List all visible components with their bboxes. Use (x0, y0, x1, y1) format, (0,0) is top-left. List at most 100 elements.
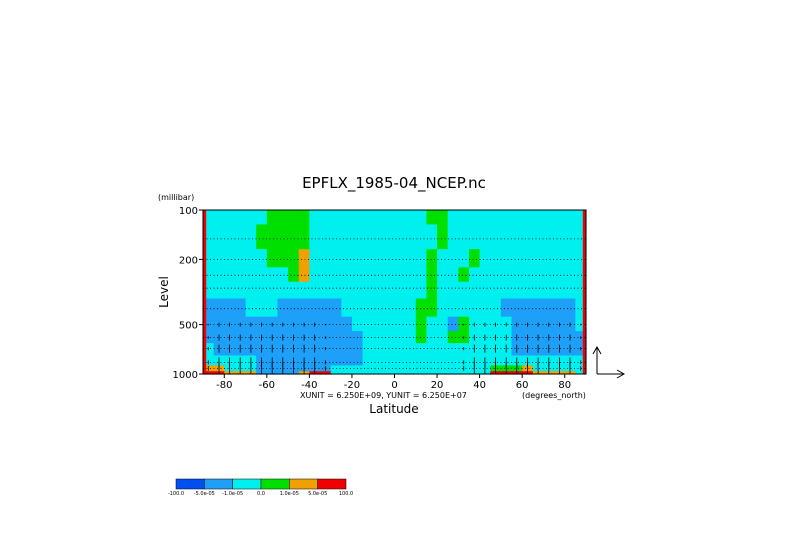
field-cell (224, 298, 236, 318)
field-cell (458, 267, 470, 283)
field-cell (330, 249, 342, 268)
field-cell (554, 210, 566, 226)
y-unit-label: (millibar) (158, 193, 194, 202)
field-cell (437, 331, 449, 344)
x-tick-label: 60 (516, 380, 529, 391)
field-cell (330, 224, 342, 250)
field-cell (245, 298, 257, 318)
colorbar-label: 5.0e-05 (308, 491, 327, 497)
field-cell (320, 281, 332, 300)
field-cell (266, 267, 279, 283)
field-cell (564, 224, 576, 250)
ep-flux-vectors (207, 322, 582, 375)
field-cell (447, 224, 459, 250)
field-cell (415, 355, 428, 367)
field-cell (373, 371, 385, 375)
colorbar-swatch (260, 478, 290, 490)
field-cell (288, 224, 300, 250)
field-cell (479, 298, 491, 318)
field-cell (522, 249, 534, 268)
field-cell (266, 249, 279, 268)
field-cell (277, 267, 289, 283)
field-cell (394, 267, 406, 283)
field-cell (490, 224, 502, 250)
field-cell (383, 267, 396, 283)
field-cell (224, 224, 236, 250)
field-cell (405, 224, 417, 250)
field-cell (500, 298, 513, 318)
field-cell (437, 365, 449, 372)
x-tick-label: 0 (391, 380, 397, 391)
field-cell (224, 249, 236, 268)
field-cell (394, 316, 406, 332)
colorbar-swatch (175, 478, 205, 490)
field-cell (320, 210, 332, 226)
colorbar-labels: -100.0 -5.0e-05 -1.0e-05 0.0 1.0e-05 5.0e-05 1… (168, 491, 353, 497)
field-cell (564, 298, 576, 318)
field-cell (351, 355, 364, 367)
field-cell (351, 249, 364, 268)
field-cell (373, 224, 385, 250)
field-cell (309, 249, 321, 268)
field-cell (362, 355, 374, 367)
field-cell (383, 343, 396, 357)
field-cell (330, 281, 342, 300)
field-cell (468, 281, 481, 300)
field-cell (490, 249, 502, 268)
field-cell (362, 343, 374, 357)
field-cell (362, 249, 374, 268)
field-cell (479, 224, 491, 250)
field-cell (415, 281, 428, 300)
colorbar-swatch (204, 478, 233, 490)
field-cell (468, 298, 481, 318)
field-cell (330, 210, 342, 226)
chart-title: EPFLX_1985-04_NCEP.nc (302, 174, 486, 193)
field-cell (532, 224, 545, 250)
field-cell (405, 316, 417, 332)
field-cell (511, 249, 523, 268)
field-cell (298, 249, 310, 268)
y-tick-label: 500 (179, 321, 198, 332)
field-cell (415, 224, 428, 250)
field-cell (383, 281, 396, 300)
field-cell (394, 249, 406, 268)
field-cell (203, 281, 215, 300)
field-cell (203, 210, 215, 226)
y-tick-label: 1000 (173, 370, 198, 381)
field-cell (543, 267, 555, 283)
field-cell (532, 267, 545, 283)
field-cell (383, 210, 396, 226)
field-cell (234, 249, 247, 268)
field-cell (373, 267, 385, 283)
x-tick-label: 20 (431, 380, 444, 391)
x-tick-label: -20 (344, 380, 360, 391)
field-cell (405, 267, 417, 283)
y-axis-label: Level (157, 276, 171, 308)
field-cell (362, 298, 374, 318)
field-cell (256, 224, 268, 250)
field-cell (362, 224, 374, 250)
field-cell (479, 249, 491, 268)
field-cell (341, 343, 353, 357)
y-tick-label: 100 (179, 206, 198, 217)
field-cell (468, 267, 481, 283)
field-cell (234, 281, 247, 300)
field-cell (447, 210, 459, 226)
field-cell (234, 298, 247, 318)
field-cell (351, 210, 364, 226)
field-cell (383, 371, 396, 375)
field-cell (415, 249, 428, 268)
field-cell (522, 281, 534, 300)
field-cell (490, 281, 502, 300)
x-axis-label: Latitude (369, 402, 418, 416)
field-cell (511, 298, 523, 318)
field-cell (277, 210, 289, 226)
field-cell (511, 267, 523, 283)
field-cell (447, 343, 459, 357)
field-cell (288, 210, 300, 226)
field-cell (447, 249, 459, 268)
field-cell (288, 249, 300, 268)
field-polar-strip (582, 210, 586, 374)
field-cell (330, 343, 342, 357)
